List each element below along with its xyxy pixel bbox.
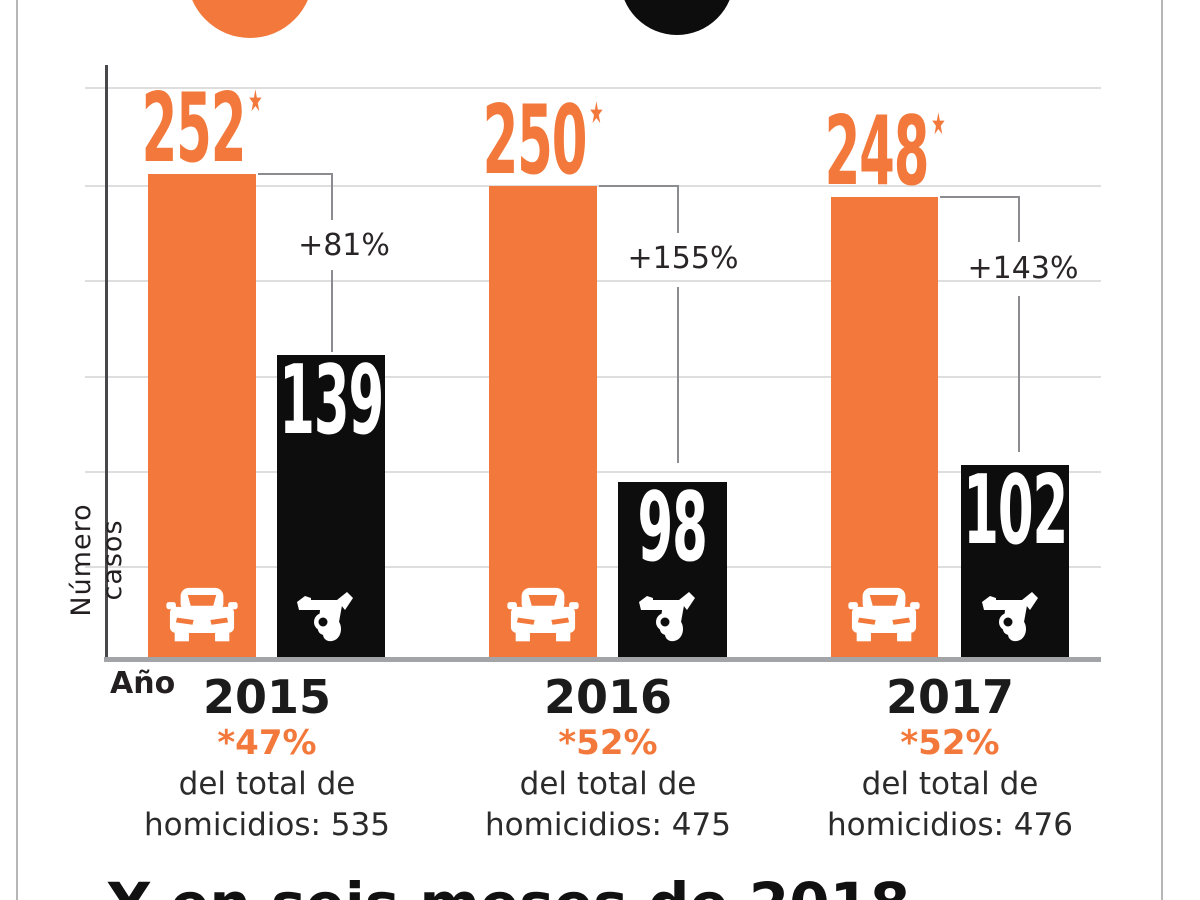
group-text-2015: 2015 *47% del total de homicidios: 535	[107, 672, 427, 846]
asterisk-icon: ★	[589, 96, 604, 131]
year-label: 2016	[543, 670, 673, 724]
bar-value-gun-2017: 102	[963, 456, 1068, 566]
legend-black-circle	[620, 0, 734, 35]
connector-line	[677, 287, 679, 463]
percent-change-2015: +81%	[298, 228, 390, 263]
total-text: del total de	[519, 766, 697, 802]
connector-line	[940, 196, 1020, 198]
left-border	[16, 0, 18, 900]
year-label: 2015	[202, 670, 332, 724]
group-text-2016: 2016 *52% del total de homicidios: 475	[448, 672, 768, 846]
connector-line	[1018, 296, 1020, 452]
total-text: homicidios: 475	[485, 807, 731, 843]
year-label: 2017	[885, 670, 1015, 724]
percent-change-2016: +155%	[627, 241, 739, 276]
connector-line	[677, 185, 679, 233]
percent-change-2017: +143%	[967, 251, 1079, 286]
car-icon	[166, 587, 238, 642]
group-text-2017: 2017 *52% del total de homicidios: 476	[790, 672, 1110, 846]
connector-line	[331, 173, 333, 220]
gridline	[85, 87, 1101, 89]
connector-line	[258, 173, 333, 175]
bar-value-car-2015: 252★	[141, 74, 263, 184]
y-axis-label: Número casos	[66, 503, 128, 617]
share-label: *52%	[900, 723, 1000, 763]
connector-line	[331, 270, 333, 352]
bar-value-car-2016: 250★	[482, 86, 604, 196]
connector-line	[599, 185, 679, 187]
car-icon	[848, 587, 920, 642]
bar-value-gun-2016: 98	[637, 473, 707, 583]
legend-orange-circle	[187, 0, 313, 38]
asterisk-icon: ★	[931, 107, 946, 142]
bar-car-2015	[148, 174, 256, 657]
revolver-icon	[982, 592, 1038, 642]
car-icon	[507, 587, 579, 642]
total-text: del total de	[861, 766, 1039, 802]
connector-line	[1018, 196, 1020, 242]
bar-car-2017	[831, 197, 938, 657]
x-axis-label: Año	[110, 666, 176, 701]
share-label: *47%	[217, 723, 317, 763]
y-axis-line	[105, 65, 108, 661]
revolver-icon	[297, 592, 353, 642]
total-text: homicidios: 535	[144, 807, 390, 843]
x-axis-line	[104, 657, 1101, 662]
total-text: homicidios: 476	[827, 807, 1073, 843]
bar-car-2016	[489, 186, 597, 657]
right-border	[1161, 0, 1163, 900]
total-text: del total de	[178, 766, 356, 802]
asterisk-icon: ★	[248, 84, 263, 119]
bar-value-gun-2015: 139	[279, 346, 384, 456]
bar-value-car-2017: 248★	[824, 97, 946, 207]
footer-headline: Y en seis meses de 2018	[108, 870, 1148, 900]
revolver-icon	[639, 592, 695, 642]
share-label: *52%	[558, 723, 658, 763]
